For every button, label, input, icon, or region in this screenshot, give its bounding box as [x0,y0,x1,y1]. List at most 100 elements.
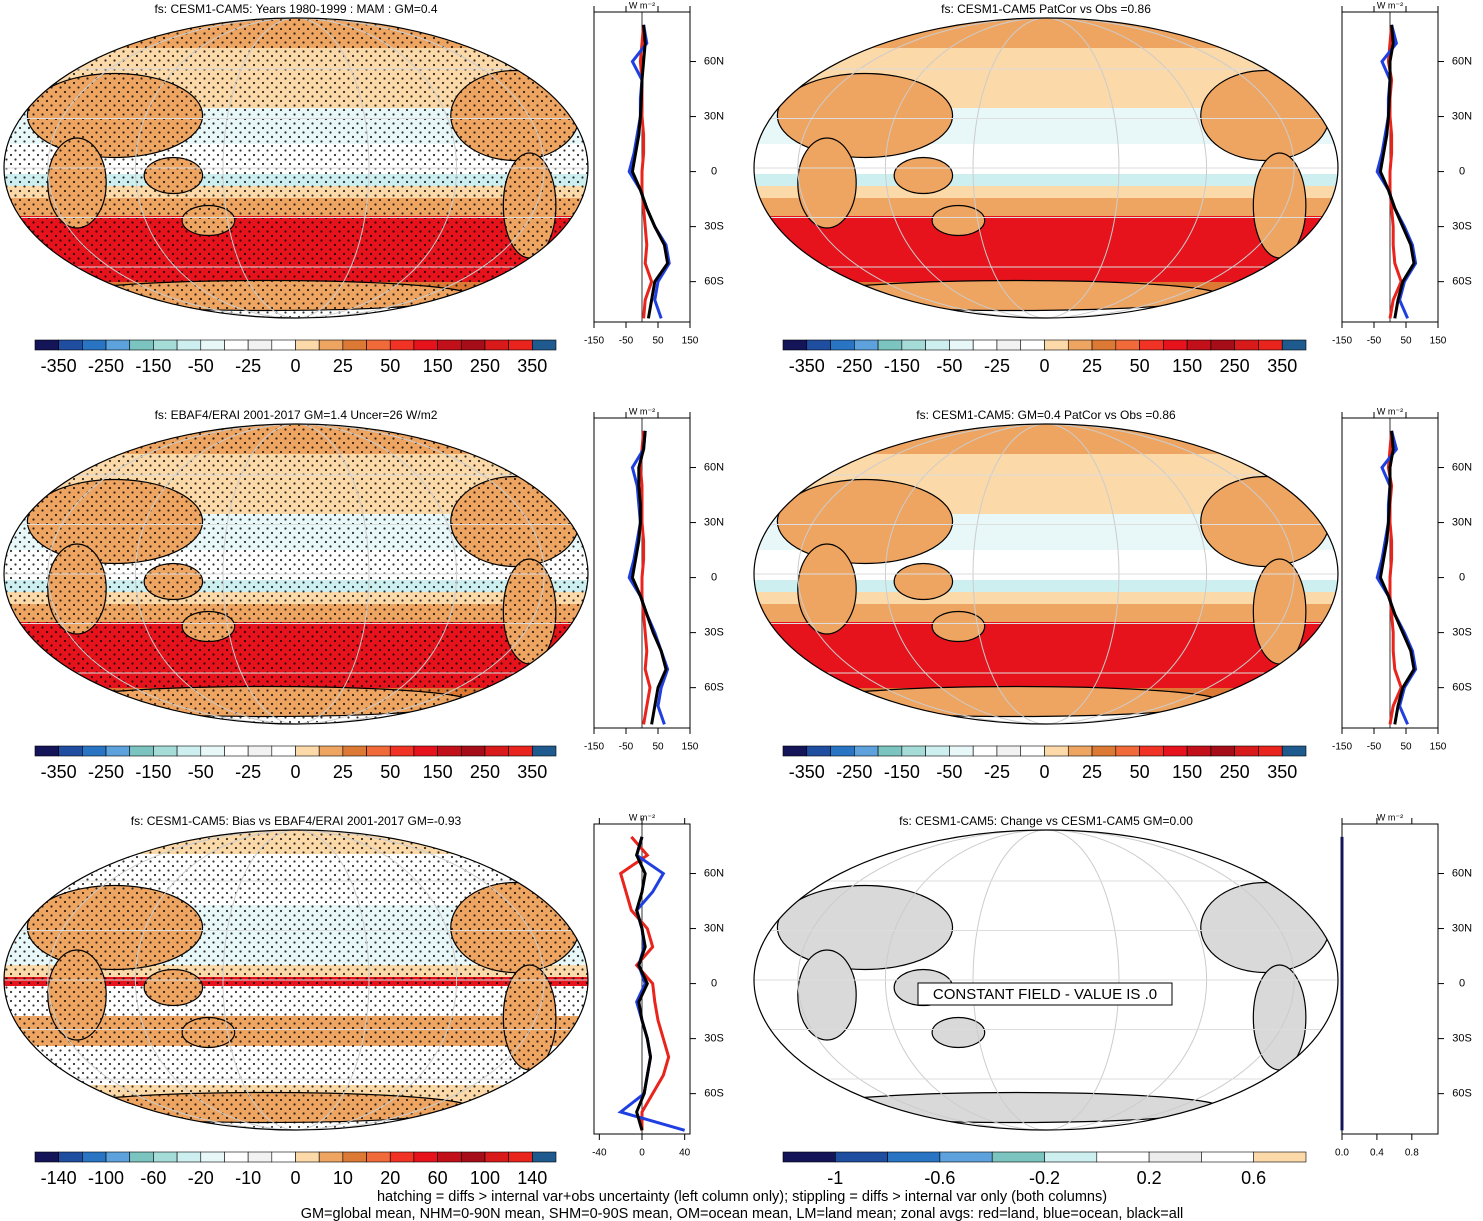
colorbar-label: 50 [380,356,400,376]
zonal-line [618,835,671,1131]
colorbar-label: -350 [789,762,825,782]
colorbar-label: 0 [290,1168,300,1188]
y-tick-label: 30S [1452,1033,1472,1045]
panel-title: fs: EBAF4/ERAI 2001-2017 GM=1.4 Uncer=26… [155,408,438,422]
colorbar-label: 350 [517,356,547,376]
colorbar-box [224,1151,249,1163]
zonal-unit: W m⁻² [629,406,655,416]
colorbar-box [129,745,154,757]
colorbar-box [342,339,367,351]
x-tick-label: 0.0 [1335,1148,1349,1159]
colorbar-label: -100 [88,1168,124,1188]
colorbar-box [318,745,344,757]
y-tick-label: 0 [711,571,717,583]
colorbar-box [153,745,178,757]
colorbar-box [854,339,879,351]
colorbar-box [887,1151,941,1163]
colorbar-box [854,745,879,757]
map-band [754,604,1338,623]
y-tick-label: 30N [704,922,724,934]
colorbar-box [34,745,59,757]
x-tick-label: -150 [584,336,604,347]
colorbar-label: -0.2 [1029,1168,1060,1188]
x-tick-label: -50 [1367,742,1382,753]
zonal-line [1375,430,1418,725]
map-band [754,216,1338,283]
colorbar-box [271,745,296,757]
map [4,830,588,1130]
colorbar-label: 250 [1220,762,1250,782]
colorbar-box [901,339,926,351]
x-tick-label: -150 [1332,742,1352,753]
x-tick-label: 0 [639,1148,645,1159]
y-tick-label: 0 [1459,165,1465,177]
colorbar-box [1186,339,1212,351]
map [754,830,1338,1130]
colorbar-box [972,339,998,351]
map [4,18,588,318]
colorbar-box [105,1151,131,1163]
colorbar-label: -25 [235,762,261,782]
colorbar-box [58,1151,83,1163]
y-tick-label: 30N [1452,110,1472,122]
x-tick-label: -50 [619,336,634,347]
colorbar-label: -150 [884,356,920,376]
colorbar-label: -250 [836,762,872,782]
zonal-line [627,24,671,319]
zonal-line [1375,24,1418,319]
zonal-unit: W m⁻² [1377,0,1403,10]
colorbar-label: 140 [517,1168,547,1188]
colorbar-label: 25 [1082,356,1102,376]
colorbar-box [1253,1151,1307,1163]
y-tick-label: 30S [704,1033,724,1045]
colorbar-box [925,745,950,757]
colorbar-box [484,745,509,757]
colorbar-label: -350 [789,356,825,376]
colorbar-box [295,1151,320,1163]
colorbar-label: -350 [41,762,77,782]
colorbar-box [1258,339,1283,351]
colorbar-box [532,745,557,757]
colorbar-box [34,1151,59,1163]
colorbar-box [1020,745,1045,757]
colorbar-box [318,339,344,351]
zonal-line [638,430,652,725]
y-tick-label: 30S [704,221,724,233]
zonal-line [630,24,670,319]
land [776,72,954,159]
x-tick-label: 50 [1400,742,1412,753]
colorbar-label: -25 [984,762,1010,782]
colorbar-label: -50 [188,762,214,782]
y-tick-label: 0 [1459,571,1465,583]
colorbar-box [782,745,808,757]
colorbar-label: -50 [188,356,214,376]
map [754,424,1338,724]
map-band [754,622,1338,689]
x-tick-label: 40 [679,1148,691,1159]
colorbar-box [82,339,107,351]
y-tick-label: 0 [711,165,717,177]
colorbar-box [1258,745,1283,757]
zonal-unit: W m⁻² [629,812,655,822]
colorbar-box [366,745,391,757]
colorbar-box [1148,1151,1202,1163]
colorbar-box [1139,339,1164,351]
colorbar-box [806,745,831,757]
colorbar-box [1210,339,1235,351]
map-border [3,829,589,1131]
colorbar-box [437,1151,462,1163]
y-tick-label: 60N [704,867,724,879]
map-band [754,18,1338,49]
colorbar-box [247,339,273,351]
y-tick-label: 30S [704,627,724,639]
panel: fs: CESM1-CAM5: GM=0.4 PatCor vs Obs =0.… [753,406,1472,782]
x-tick-label: -150 [1332,336,1352,347]
colorbar-box [34,339,59,351]
land [797,137,857,229]
colorbar-label: 0 [290,356,300,376]
zonal-line [630,430,668,725]
colorbar-box [366,339,391,351]
colorbar-box [413,745,438,757]
map-border [3,17,589,319]
zonal-line [1378,24,1416,319]
